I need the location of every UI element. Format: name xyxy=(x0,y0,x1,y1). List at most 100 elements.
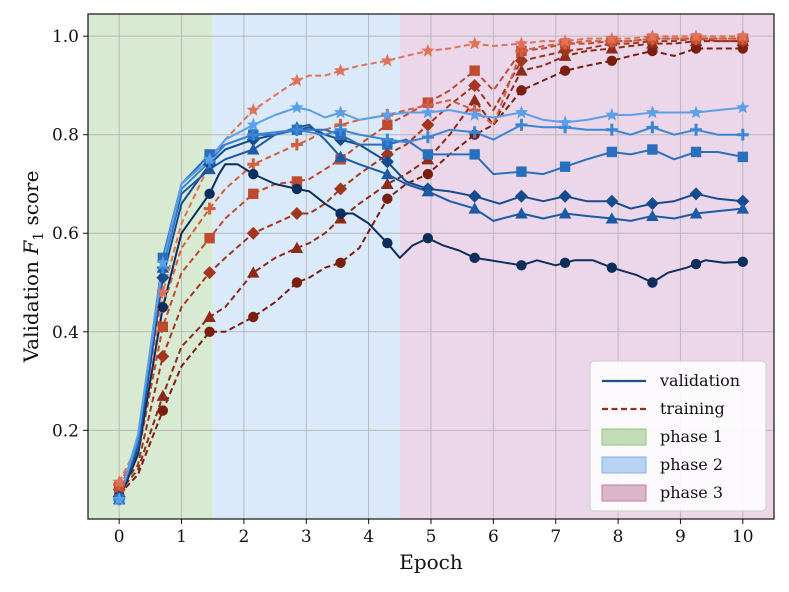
y-axis-label-prefix: Validation xyxy=(19,255,43,364)
data-point-training-circle-7 xyxy=(422,168,434,180)
y-tick-label-3: 0.8 xyxy=(52,126,79,146)
data-point-validation-plus-14 xyxy=(736,128,749,141)
data-point-training-diamond-3 xyxy=(246,226,260,240)
data-point-validation-diamond-13 xyxy=(689,187,703,201)
data-point-training-star-7 xyxy=(421,43,435,57)
data-point-training-star-6 xyxy=(380,53,394,67)
x-tick-label-1: 1 xyxy=(176,527,187,547)
x-tick-label-7: 7 xyxy=(550,527,561,547)
data-point-training-circle-4 xyxy=(291,277,303,288)
data-point-validation-plus-12 xyxy=(646,121,659,134)
data-point-validation-circle-5 xyxy=(335,208,346,219)
series-line-validation-triangle xyxy=(118,123,743,500)
data-point-training-star-13 xyxy=(689,29,703,42)
data-point-validation-square-7 xyxy=(422,149,434,160)
data-point-training-circle-9 xyxy=(516,85,527,96)
x-axis-label: Epoch xyxy=(399,550,463,574)
data-point-validation-triangle-10 xyxy=(558,207,572,219)
legend-item-1: training xyxy=(602,399,725,418)
grid xyxy=(88,14,774,519)
data-point-validation-triangle-7 xyxy=(421,185,435,197)
data-point-validation-plus-3 xyxy=(247,128,260,141)
data-point-validation-circle-4 xyxy=(291,183,303,195)
y-axis-label-subscript: 1 xyxy=(31,232,47,241)
data-point-validation-star-4 xyxy=(290,100,304,114)
data-point-training-triangle-1 xyxy=(156,389,170,401)
legend-swatch-3 xyxy=(601,456,647,474)
data-point-training-diamond-4 xyxy=(290,207,304,221)
data-point-training-diamond-5 xyxy=(334,182,348,196)
series-line-validation-star xyxy=(118,106,743,500)
y-tick-label-2: 0.6 xyxy=(52,224,79,244)
data-point-training-circle-10 xyxy=(559,65,571,76)
data-point-validation-plus-13 xyxy=(690,123,703,136)
data-point-training-star-9 xyxy=(514,36,529,50)
data-point-training-circle-1 xyxy=(157,405,169,416)
data-point-training-circle-5 xyxy=(335,257,346,269)
data-point-validation-diamond-8 xyxy=(468,189,482,203)
data-point-validation-diamond-6 xyxy=(380,155,394,169)
y-tick-label-4: 1.0 xyxy=(52,27,79,47)
data-point-validation-star-10 xyxy=(558,115,572,129)
data-point-validation-circle-2 xyxy=(204,188,215,200)
series-line-validation-circle xyxy=(118,163,743,500)
data-point-validation-circle-3 xyxy=(248,168,259,180)
legend-label-4: phase 3 xyxy=(660,483,723,502)
data-point-training-star-12 xyxy=(645,29,660,42)
x-tick-label-5: 5 xyxy=(426,527,437,547)
data-point-validation-square-11 xyxy=(606,146,618,158)
legend-item-4: phase 3 xyxy=(601,483,723,502)
data-point-training-square-8 xyxy=(469,65,480,76)
axis-ticks: 0 1 2 3 4 5 6 7 8 9 10 0.2 0.4 0.6 0.8 1.0 xyxy=(52,27,754,547)
data-point-validation-circle-14 xyxy=(737,256,749,268)
data-point-validation-triangle-13 xyxy=(689,207,703,219)
data-point-training-square-4 xyxy=(291,176,303,187)
data-point-validation-circle-12 xyxy=(647,277,658,288)
data-point-validation-square-9 xyxy=(516,166,527,177)
data-point-training-circle-11 xyxy=(606,55,618,67)
x-tick-label-9: 9 xyxy=(675,527,686,547)
data-point-validation-circle-9 xyxy=(516,260,527,271)
data-point-validation-circle-1 xyxy=(157,301,169,313)
data-point-training-square-1 xyxy=(157,321,169,333)
data-point-validation-star-1 xyxy=(156,255,170,269)
data-point-validation-star-2 xyxy=(202,152,217,165)
series-line-training-circle xyxy=(118,47,743,496)
data-point-validation-triangle-5 xyxy=(334,150,347,162)
data-point-training-star-3 xyxy=(246,103,260,116)
data-point-validation-triangle-12 xyxy=(646,209,659,221)
y-axis-label-symbol: F xyxy=(19,240,43,256)
x-tick-label-2: 2 xyxy=(238,527,249,547)
data-point-training-star-10 xyxy=(558,34,572,47)
data-point-training-circle-6 xyxy=(382,193,393,204)
data-point-training-triangle-6 xyxy=(381,177,394,189)
series-line-training-plus xyxy=(118,37,743,485)
data-point-validation-triangle-9 xyxy=(515,207,528,219)
data-point-validation-triangle-14 xyxy=(736,202,750,214)
series-line-training-diamond xyxy=(118,37,743,491)
data-point-training-diamond-6 xyxy=(380,147,394,161)
data-point-validation-circle-11 xyxy=(606,262,618,273)
data-point-validation-plus-9 xyxy=(515,118,528,131)
data-point-validation-star-7 xyxy=(421,105,435,119)
data-point-training-star-1 xyxy=(156,285,170,298)
data-point-training-star-5 xyxy=(333,63,348,77)
data-point-validation-plus-5 xyxy=(334,123,347,136)
data-point-training-star-4 xyxy=(290,73,304,87)
data-point-training-square-3 xyxy=(248,188,259,200)
data-point-training-plus-2 xyxy=(203,202,216,215)
legend-item-2: phase 1 xyxy=(601,427,723,446)
x-tick-label-10: 10 xyxy=(732,527,754,547)
data-point-validation-diamond-10 xyxy=(558,189,572,203)
data-point-validation-star-3 xyxy=(246,117,260,131)
data-point-validation-triangle-8 xyxy=(468,202,481,214)
legend-label-3: phase 2 xyxy=(660,455,723,474)
data-point-training-square-2 xyxy=(204,232,215,244)
series-line-validation-plus xyxy=(118,123,743,500)
x-tick-label-6: 6 xyxy=(488,527,499,547)
legend-swatch-4 xyxy=(601,484,647,502)
data-point-validation-plus-4 xyxy=(290,123,303,136)
data-point-validation-triangle-6 xyxy=(381,167,394,180)
legend-item-0: validation xyxy=(602,371,740,390)
